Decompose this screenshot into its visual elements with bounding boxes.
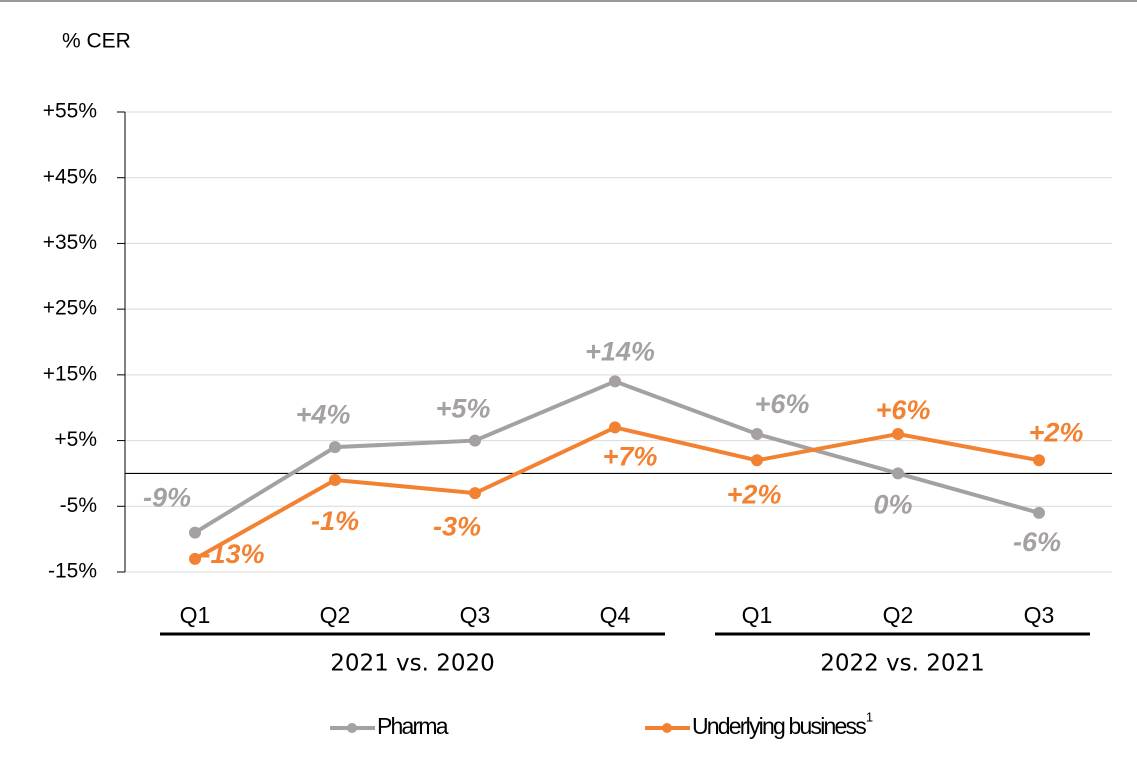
legend-marker [347, 723, 357, 733]
data-label: +14% [585, 337, 655, 367]
data-label: -3% [433, 511, 481, 541]
point [329, 474, 341, 486]
point [892, 467, 904, 480]
point [329, 441, 341, 454]
data-label: -1% [311, 506, 359, 536]
point [189, 526, 201, 539]
point [469, 434, 481, 447]
y-tick-label: +25% [43, 297, 97, 320]
point [751, 428, 763, 440]
y-tick-label: +55% [43, 100, 97, 123]
point [469, 487, 481, 500]
legend-marker [662, 723, 672, 733]
data-label: +7% [603, 442, 658, 472]
data-label: +6% [755, 389, 810, 419]
point [1033, 454, 1045, 467]
y-tick-label: -5% [60, 494, 97, 517]
data-label: 0% [873, 490, 912, 520]
data-label: +4% [296, 399, 351, 429]
legend-footnote: 1 [866, 709, 873, 724]
point [892, 428, 904, 440]
x-tick-label: Q1 [742, 602, 773, 628]
point [1033, 506, 1045, 519]
data-label: +2% [1029, 417, 1084, 447]
point [189, 552, 201, 565]
data-label: +2% [727, 479, 782, 509]
y-tick-label: +5% [54, 428, 97, 451]
x-tick-label: Q2 [883, 602, 914, 628]
data-label: -13% [201, 539, 264, 569]
y-tick-label: +45% [43, 165, 97, 188]
legend-label: Pharma [377, 713, 449, 739]
legend-label: Underlying business [692, 713, 866, 739]
point [609, 421, 621, 434]
data-label: -9% [143, 483, 191, 513]
x-tick-label: Q2 [320, 602, 351, 628]
point [751, 454, 763, 467]
y-tick-label: +35% [43, 231, 97, 254]
data-label: -6% [1013, 527, 1061, 557]
x-tick-label: Q4 [600, 602, 631, 628]
x-tick-label: Q3 [1024, 602, 1055, 628]
y-tick-label: +15% [43, 362, 97, 385]
data-label: +5% [436, 394, 491, 424]
point [609, 375, 621, 388]
group-label: 2021 vs. 2020 [330, 651, 495, 677]
y-tick-label: -15% [48, 560, 97, 583]
data-label: +6% [876, 395, 931, 425]
y-axis-label: % CER [62, 30, 131, 53]
x-tick-label: Q3 [460, 602, 491, 628]
group-label: 2022 vs. 2021 [820, 651, 985, 677]
x-tick-label: Q1 [180, 602, 211, 628]
